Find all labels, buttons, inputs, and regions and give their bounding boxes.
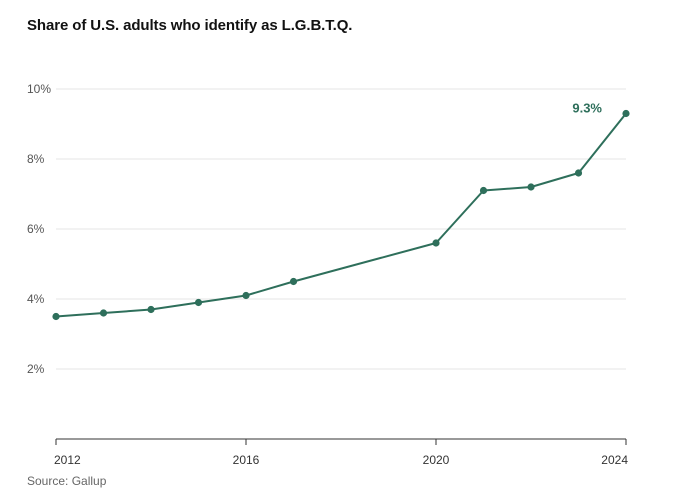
data-point bbox=[194, 298, 203, 307]
data-point bbox=[52, 312, 60, 321]
y-tick-label: 10% bbox=[27, 82, 51, 96]
x-tick-label: 2016 bbox=[233, 453, 260, 467]
series-line bbox=[55, 112, 627, 318]
data-point bbox=[574, 169, 583, 177]
x-tick-label: 2020 bbox=[423, 453, 450, 467]
y-tick-label: 4% bbox=[27, 292, 45, 306]
chart-title: Share of U.S. adults who identify as L.G… bbox=[27, 17, 353, 34]
annotation-label: 9.3% bbox=[572, 101, 602, 116]
data-point bbox=[242, 291, 250, 300]
data-point bbox=[289, 277, 298, 286]
y-tick-label: 8% bbox=[27, 152, 45, 166]
y-tick-label: 6% bbox=[27, 222, 45, 236]
y-tick-label: 2% bbox=[27, 362, 45, 376]
data-point bbox=[527, 183, 535, 191]
data-point bbox=[432, 239, 440, 247]
data-point bbox=[479, 186, 488, 195]
data-point bbox=[622, 109, 630, 118]
x-tick-label: 2024 bbox=[601, 453, 628, 467]
data-point bbox=[99, 309, 108, 317]
data-point bbox=[147, 305, 155, 314]
source-note: Source: Gallup bbox=[27, 474, 107, 488]
x-tick-label: 2012 bbox=[54, 453, 81, 467]
